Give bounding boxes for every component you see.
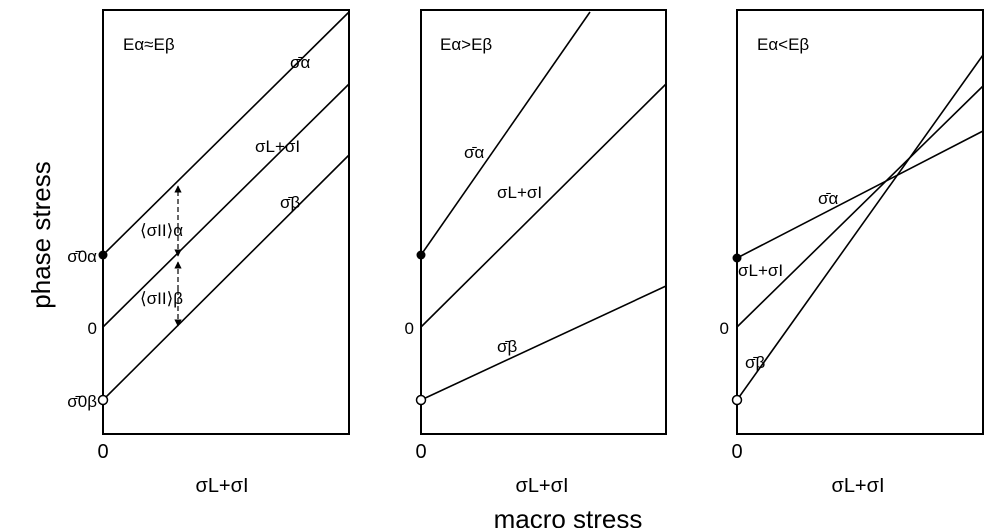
y-tick-sigma0-beta: σ̄0β [67,392,97,411]
origin-label: 0 [731,441,742,463]
condition-label: Eα≈Eβ [123,35,175,54]
condition-label: Eα>Eβ [440,35,492,54]
y-tick-zero: 0 [720,319,729,338]
x-axis-label: σL+σI [515,475,568,497]
y-tick-sigma0-alpha: σ̄0α [67,247,97,266]
line-label-macro: σL+σI [738,261,783,280]
line-label-alpha: σ̄α [464,143,484,162]
line-label-macro: σL+σI [255,137,300,156]
line-sigma-beta [420,285,667,401]
open-intercept-marker [731,394,743,406]
panel-frame [420,9,667,435]
panel-frame [102,9,350,435]
x-axis-title: macro stress [494,504,643,528]
line-label-beta: σ̄β [745,353,765,372]
panel-less: Eα<Eβ σ̄α σL+σI σ̄β 0 0 σL+σI [720,9,984,497]
panel-frame [736,9,984,435]
origin-label: 0 [415,441,426,463]
filled-intercept-marker [98,250,108,260]
panel-equal: Eα≈Eβ σ̄α σL+σI σ̄β ⟨σII⟩α ⟨σII⟩β σ̄0α 0… [67,9,350,497]
y-axis-title: phase stress [26,161,56,308]
condition-label: Eα<Eβ [757,35,809,54]
line-sigma-alpha [736,130,984,259]
line-sigma-beta [102,154,350,401]
line-sigma-macro [420,83,667,328]
x-axis-label: σL+σI [831,475,884,497]
y-tick-zero: 0 [88,319,97,338]
filled-intercept-marker [732,253,742,263]
line-label-beta: σ̄β [280,193,300,212]
line-sigma-beta [736,54,984,401]
open-intercept-marker [97,394,109,406]
open-intercept-marker [415,394,427,406]
bracket-label-beta: ⟨σII⟩β [140,289,183,308]
origin-label: 0 [97,441,108,463]
line-sigma-alpha [102,11,350,256]
line-label-macro: σL+σI [497,183,542,202]
line-sigma-macro [736,85,984,328]
line-label-alpha: σ̄α [818,189,838,208]
line-label-beta: σ̄β [497,337,517,356]
x-axis-label: σL+σI [195,475,248,497]
line-label-alpha: σ̄α [290,53,310,72]
bracket-label-alpha: ⟨σII⟩α [140,221,183,240]
line-sigma-alpha [420,11,591,256]
panel-greater: Eα>Eβ σ̄α σL+σI σ̄β 0 0 σL+σI [405,9,667,497]
y-tick-zero: 0 [405,319,414,338]
line-sigma-macro [102,83,350,328]
filled-intercept-marker [416,250,426,260]
